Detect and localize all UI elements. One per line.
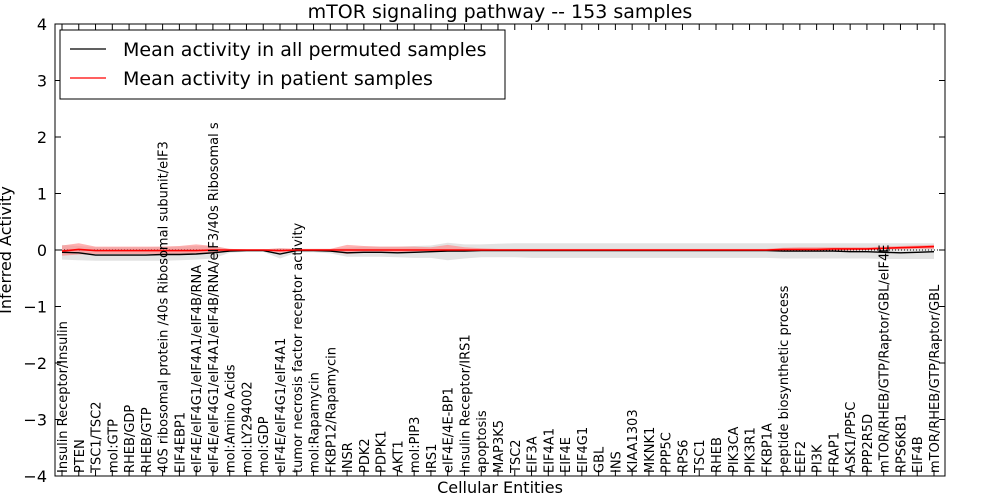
legend-label-permuted: Mean activity in all permuted samples: [123, 39, 486, 61]
x-category-label: EIF4A1: [542, 428, 557, 473]
y-tick-label: −2: [23, 354, 47, 373]
x-category-label: FRAP1: [827, 432, 842, 473]
x-category-label: tumor necrosis factor receptor activity: [291, 222, 306, 473]
y-tick-label: 4: [37, 15, 47, 34]
y-tick-label: −1: [23, 298, 47, 317]
x-category-label: RHEB: [710, 437, 725, 473]
x-category-label: RPS6KB1: [895, 414, 910, 473]
x-category-label: eIF4E/4E-BP1: [442, 387, 457, 473]
x-category-label: EEF2: [794, 441, 809, 473]
x-category-label: RHEB/GDP: [123, 405, 138, 473]
x-category-label: FKBP12/Rapamycin: [324, 347, 339, 473]
band-permuted: [62, 242, 934, 261]
x-category-label: RPS6: [677, 440, 692, 473]
x-category-label: EIF4G1: [576, 427, 591, 473]
y-tick-label: −4: [23, 467, 47, 486]
x-category-label: MAP3K5: [492, 420, 507, 473]
x-category-label: ASK1/PP5C: [844, 402, 859, 473]
series-line-patient: [61, 245, 935, 252]
x-category-label: KIAA1303: [626, 409, 641, 473]
x-category-label: mTOR/RHEB/GTP/Raptor/GBL/eIF4E: [878, 245, 893, 474]
x-category-label: mol:Rapamycin: [308, 372, 323, 473]
x-category-label: PDPK1: [375, 431, 390, 474]
x-category-label: INSR: [341, 442, 356, 473]
x-category-label: AKT1: [391, 440, 406, 473]
x-category-label: EIF4B: [911, 436, 926, 473]
x-category-label: EIF4EBP1: [173, 412, 188, 473]
x-category-label: mol:Amino Acids: [224, 364, 239, 473]
y-tick-label: 2: [37, 128, 47, 147]
x-category-label: eIF4E/eIF4G1/eIF4A1/eIF4B/RNA: [190, 265, 205, 473]
x-category-label: peptide biosynthetic process: [777, 285, 792, 473]
x-category-label: mTOR/RHEB/GTP/Raptor/GBL: [928, 284, 943, 473]
x-category-label: TSC1: [693, 439, 708, 474]
x-category-label: mol:GTP: [106, 419, 121, 473]
y-tick-label: 0: [37, 241, 47, 260]
x-category-label: PPP5C: [660, 432, 675, 473]
legend-box: [59, 29, 506, 100]
x-category-label: GBL: [593, 446, 608, 473]
x-category-label: TSC1/TSC2: [90, 402, 105, 474]
x-category-label: mol:PIP3: [408, 417, 423, 473]
x-category-label: RHEB/GTP: [140, 407, 155, 473]
x-category-label: TSC2: [509, 439, 524, 474]
x-category-label: mol:LY294002: [241, 381, 256, 473]
x-category-label: EIF4E: [559, 437, 574, 473]
x-category-label: MKNK1: [643, 427, 658, 473]
y-tick-label: 3: [37, 72, 47, 91]
y-tick-label: −3: [23, 411, 47, 430]
x-category-label: eIF4E/eIF4G1/eIF4A1/eIF4B/RNA/eIF3/40s R…: [207, 122, 222, 473]
x-category-label: PI3K: [811, 444, 826, 473]
chart-title: mTOR signaling pathway -- 153 samples: [308, 1, 693, 23]
series-lines: [61, 245, 935, 256]
x-category-label: PIK3CA: [727, 426, 742, 473]
x-axis: Insulin Receptor/Insulin PTEN TSC1/TSC2 mol…: [56, 24, 943, 476]
y-axis-title: Inferred Activity: [0, 186, 15, 314]
x-category-label: PPP2R5D: [861, 414, 876, 473]
y-tick-label: 1: [37, 185, 47, 204]
x-category-label: EIF3A: [526, 436, 541, 473]
x-category-label: mol:GDP: [257, 416, 272, 473]
x-category-label: Insulin Receptor/Insulin: [56, 321, 71, 473]
legend: Mean activity in all permuted samples Me…: [59, 29, 506, 100]
x-category-label: INS: [609, 451, 624, 473]
x-category-label: PIK3R1: [744, 427, 759, 473]
x-category-label: 40S ribosomal protein /40s Ribosomal sub…: [157, 141, 172, 473]
x-category-label: PTEN: [73, 439, 88, 473]
x-axis-title: Cellular Entities: [437, 478, 563, 497]
y-axis: −4 −3 −2 −1 0 1 2 3 4: [23, 15, 945, 486]
legend-label-patient: Mean activity in patient samples: [123, 68, 433, 90]
x-category-label: PDK2: [358, 438, 373, 473]
x-category-label: FKBP1A: [760, 423, 775, 473]
x-category-label: IRS1: [425, 444, 440, 473]
x-category-label: Insulin Receptor/IRS1: [459, 334, 474, 473]
x-category-label: eIF4E/eIF4G1/eIF4A1: [274, 338, 289, 473]
x-category-label: apoptosis: [475, 410, 490, 473]
